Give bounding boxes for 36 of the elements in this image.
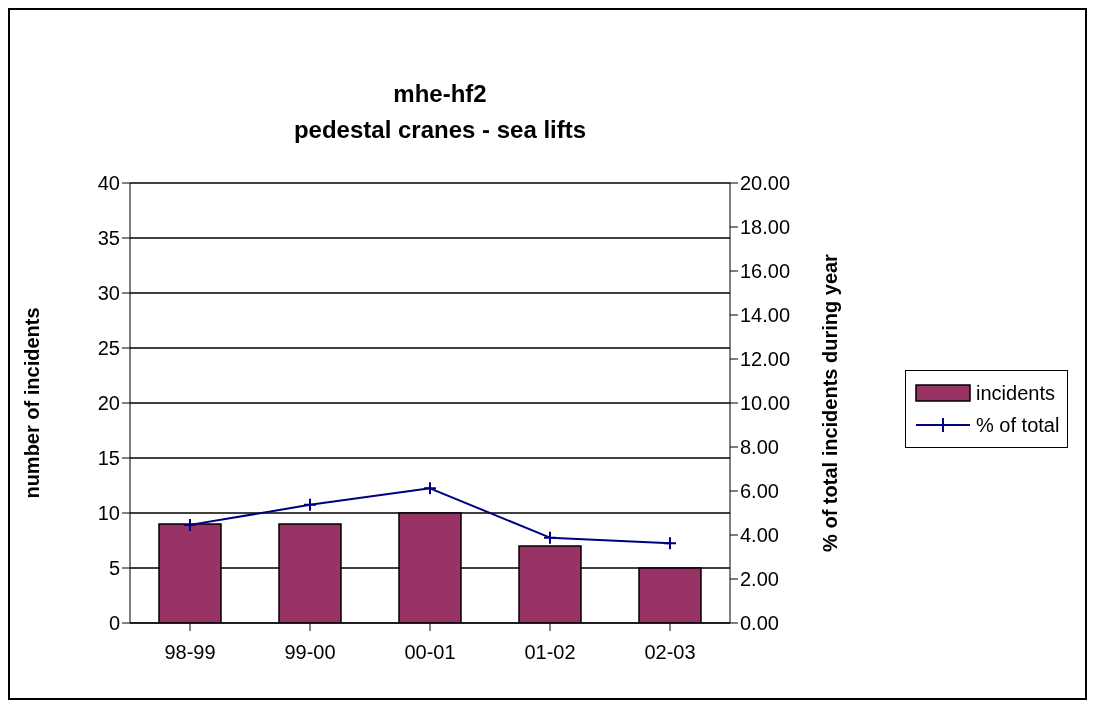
y2-tick-label: 12.00 — [740, 348, 791, 371]
y2-tick-label: 14.00 — [740, 304, 791, 327]
y-tick-label: 5 — [108, 557, 120, 580]
x-tick-label: 02-03 — [644, 641, 696, 664]
chart-title: mhe-hf2 — [392, 79, 488, 109]
y-tick-label: 15 — [97, 447, 120, 470]
x-tick-label: 99-00 — [284, 641, 336, 664]
y2-tick-label: 6.00 — [740, 480, 779, 503]
point — [663, 536, 677, 551]
y2-tick-label: 18.00 — [740, 216, 791, 239]
x-tick-label: 00-01 — [404, 641, 456, 664]
y2-axis-title: % of total incidents during year — [819, 253, 842, 552]
y2-tick-label: 20.00 — [740, 172, 791, 195]
y-tick-label: 10 — [97, 502, 120, 525]
point — [423, 481, 437, 496]
y-tick-label: 0 — [108, 612, 120, 635]
y2-tick-label: 4.00 — [740, 524, 779, 547]
y-tick-label: 30 — [97, 282, 120, 305]
point — [183, 517, 197, 532]
point — [303, 497, 317, 512]
y-axis-title: number of incidents — [21, 307, 44, 499]
y-tick-label: 20 — [97, 392, 120, 415]
legend-label: incidents — [976, 381, 1055, 405]
y2-tick-label: 2.00 — [740, 568, 779, 591]
x-tick-label: 98-99 — [164, 641, 216, 664]
legend-label: % of total — [976, 413, 1060, 437]
y2-tick-label: 16.00 — [740, 260, 791, 283]
y-tick-label: 25 — [97, 337, 120, 360]
y-tick-label: 35 — [97, 227, 120, 250]
x-tick-label: 01-02 — [524, 641, 576, 664]
point — [543, 530, 557, 545]
y2-tick-label: 0.00 — [740, 612, 779, 635]
y2-tick-label: 10.00 — [740, 392, 791, 415]
y2-tick-label: 8.00 — [740, 436, 779, 459]
chart-subtitle: pedestal cranes - sea lifts — [292, 115, 588, 145]
y-tick-label: 40 — [97, 172, 120, 195]
